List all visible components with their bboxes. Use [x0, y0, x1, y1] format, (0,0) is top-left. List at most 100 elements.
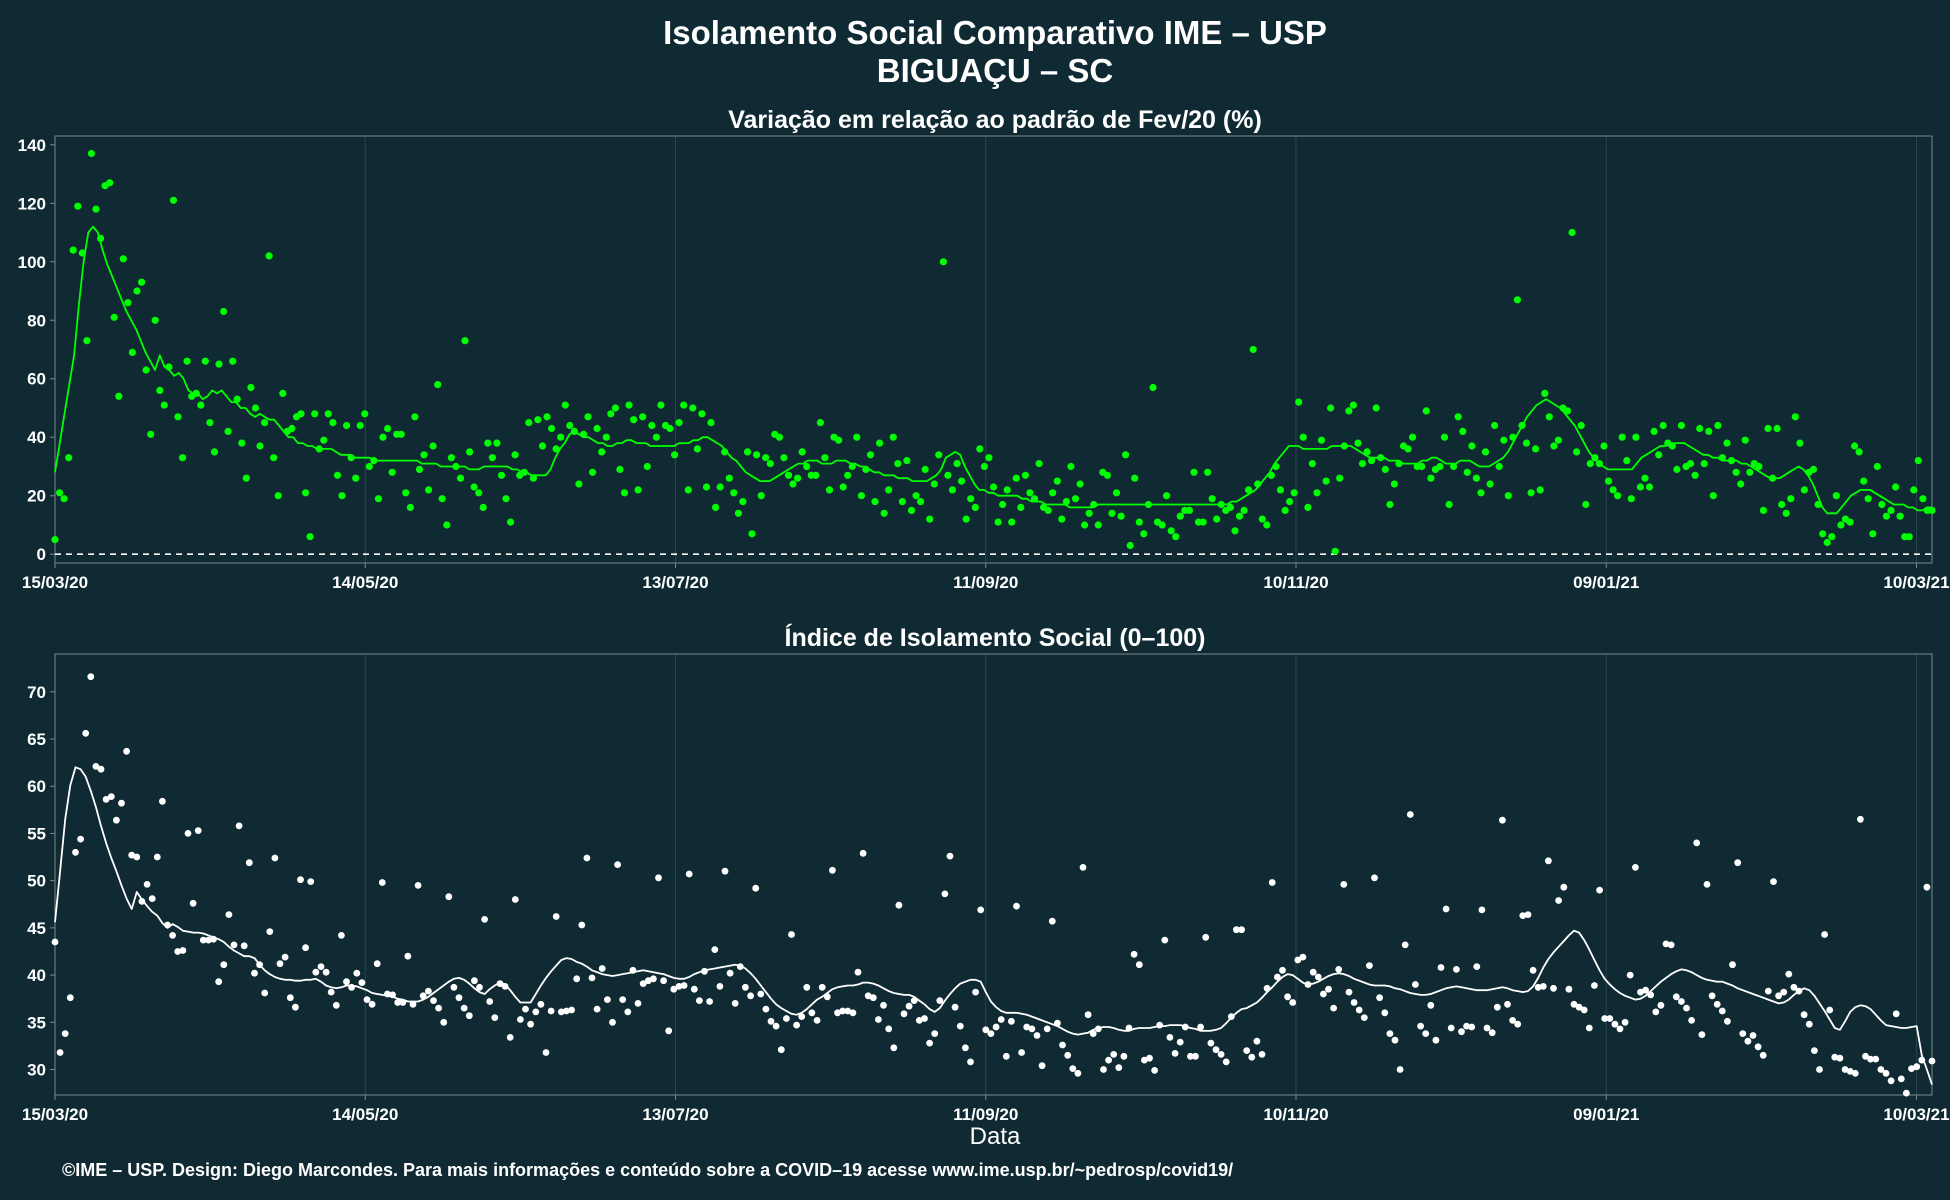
bottom-point-198 [1064, 1051, 1072, 1059]
bottom-point-315 [1662, 940, 1670, 948]
bottom-point-182 [982, 1026, 990, 1034]
bottom-point-64 [378, 879, 386, 886]
bottom-point-299 [1580, 1006, 1588, 1014]
bottom-point-263 [1396, 1066, 1404, 1073]
top-point-141 [693, 445, 702, 453]
bottom-point-152 [829, 866, 836, 874]
bottom-point-223 [1192, 1052, 1199, 1060]
top-point-319 [1504, 492, 1512, 500]
top-point-78 [406, 503, 414, 511]
bottom-point-235 [1253, 1037, 1261, 1045]
top-point-340 [1600, 442, 1608, 450]
bottom-point-32 [215, 978, 223, 986]
bottom-point-23 [169, 932, 177, 939]
bottom-ytick-label-55: 55 [27, 824, 46, 843]
bottom-point-197 [1059, 1041, 1066, 1049]
bottom-point-151 [823, 993, 831, 1001]
top-point-388 [1819, 530, 1827, 538]
top-point-345 [1623, 457, 1631, 465]
bottom-point-258 [1371, 874, 1378, 882]
top-point-85 [438, 495, 446, 503]
bottom-point-281 [1488, 1029, 1496, 1037]
top-point-412 [1928, 506, 1936, 514]
bottom-point-363 [1908, 1065, 1915, 1072]
top-point-8 [87, 149, 95, 158]
top-point-113 [566, 421, 574, 430]
bottom-point-124 [685, 870, 693, 878]
top-point-19 [138, 278, 146, 286]
top-point-383 [1796, 439, 1804, 447]
bottom-point-45 [281, 953, 289, 961]
top-point-209 [1003, 486, 1011, 494]
bottom-point-317 [1672, 993, 1680, 1001]
bottom-point-163 [885, 1025, 893, 1033]
bottom-point-57 [343, 978, 350, 986]
bottom-point-314 [1657, 1001, 1665, 1009]
x-axis-label: Data [970, 1123, 1021, 1150]
top-point-350 [1645, 483, 1654, 491]
bottom-point-289 [1529, 966, 1537, 974]
top-point-204 [980, 462, 989, 471]
top-point-226 [1081, 521, 1089, 529]
top-point-33 [201, 357, 209, 365]
bottom-point-95 [537, 1000, 545, 1008]
top-point-391 [1832, 492, 1840, 500]
bottom-point-119 [660, 977, 667, 985]
bottom-point-217 [1161, 936, 1169, 944]
top-point-1 [56, 489, 64, 497]
top-point-283 [1340, 442, 1348, 450]
top-ytick-label-100: 100 [18, 253, 46, 272]
bottom-point-115 [639, 980, 647, 987]
top-point-356 [1673, 465, 1681, 473]
top-xtick-label-0: 15/03/20 [22, 573, 88, 592]
top-xtick-label-4: 10/11/20 [1263, 573, 1328, 592]
top-point-42 [242, 474, 250, 482]
bottom-point-354 [1862, 1052, 1869, 1060]
top-point-192 [926, 515, 934, 523]
top-point-88 [452, 462, 460, 471]
bottom-point-78 [450, 983, 458, 991]
bottom-point-158 [859, 849, 867, 857]
bottom-point-108 [604, 996, 611, 1003]
top-point-79 [411, 413, 419, 421]
bottom-point-244 [1299, 953, 1307, 961]
top-point-244 [1163, 492, 1171, 500]
top-point-326 [1536, 486, 1544, 494]
bottom-point-81 [465, 1012, 473, 1020]
bottom-point-320 [1688, 1017, 1695, 1024]
top-point-49 [274, 492, 282, 500]
top-point-89 [456, 474, 465, 482]
top-point-362 [1700, 460, 1708, 468]
top-point-122 [607, 410, 615, 418]
top-point-351 [1650, 427, 1658, 435]
top-point-41 [238, 439, 246, 447]
bottom-point-330 [1739, 1030, 1747, 1037]
bottom-point-188 [1013, 902, 1020, 910]
bottom-point-327 [1724, 1017, 1731, 1025]
top-point-21 [147, 430, 155, 438]
top-point-104 [525, 419, 533, 427]
bottom-point-308 [1626, 971, 1634, 979]
top-point-182 [880, 509, 888, 517]
bottom-point-62 [368, 1000, 376, 1008]
bottom-point-350 [1841, 1066, 1849, 1073]
top-point-129 [639, 413, 647, 421]
top-ytick-label-140: 140 [18, 136, 46, 155]
top-point-322 [1518, 421, 1526, 430]
bottom-point-172 [931, 1030, 939, 1037]
bottom-point-352 [1851, 1069, 1859, 1077]
bottom-point-203 [1089, 1030, 1097, 1037]
top-point-47 [265, 252, 273, 260]
bottom-point-202 [1084, 1011, 1092, 1019]
top-point-392 [1837, 521, 1845, 529]
top-point-228 [1090, 500, 1098, 509]
top-point-295 [1395, 460, 1403, 468]
top-point-28 [179, 454, 187, 462]
bottom-point-5 [77, 835, 84, 843]
bottom-point-255 [1355, 1006, 1363, 1014]
top-point-154 [753, 451, 761, 459]
top-point-229 [1094, 521, 1102, 529]
bottom-point-357 [1877, 1066, 1885, 1073]
bottom-point-4 [72, 848, 79, 856]
bottom-point-365 [1918, 1056, 1926, 1064]
